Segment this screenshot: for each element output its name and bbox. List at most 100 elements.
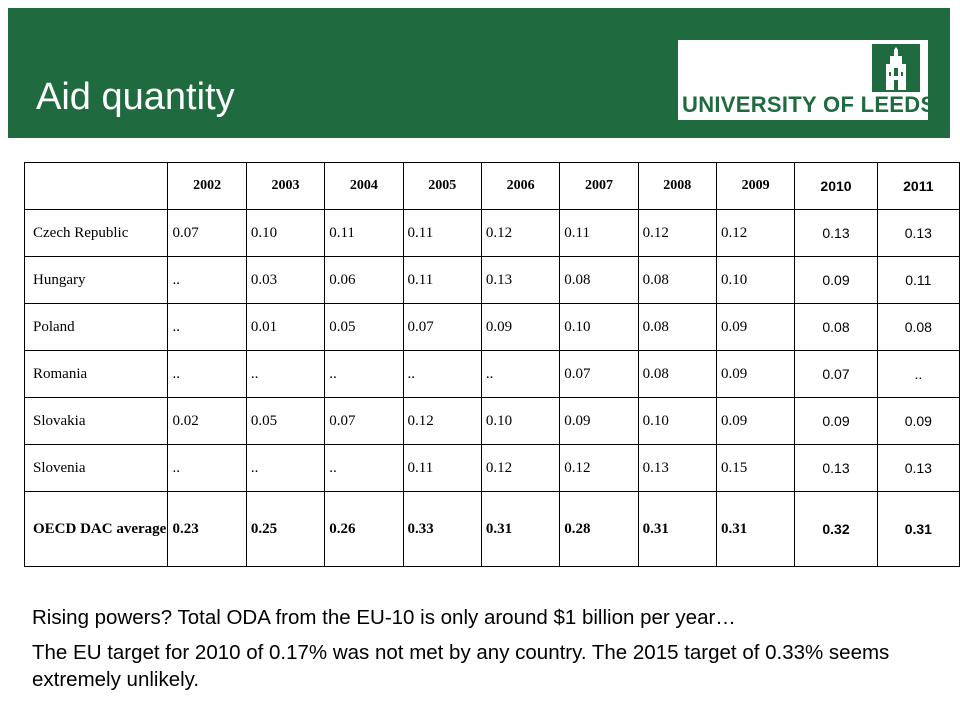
table-row: Poland.. 0.01 0.05 0.07 0.09 0.10 0.08 0.09 0.08…: [23, 303, 960, 351]
value-cell: 0.08: [637, 256, 717, 304]
value-cell: 0.09: [794, 397, 878, 445]
slide-title: Aid quantity: [36, 76, 235, 118]
value-cell: 0.09: [715, 303, 796, 351]
value-cell: 0.13: [637, 444, 717, 492]
value-cell: 0.08: [559, 256, 639, 304]
value-cell: 0.05: [324, 303, 404, 351]
value-cell: 0.05: [245, 397, 326, 445]
value-cell: 0.07: [324, 397, 404, 445]
value-cell: 0.09: [480, 303, 561, 351]
value-cell: 0.31: [637, 491, 717, 567]
value-cell: ..: [167, 350, 247, 398]
value-cell: 0.13: [794, 444, 878, 492]
table-row: Czech Republic 0.07 0.10 0.11 0.11 0.12 0.11 0.…: [23, 209, 960, 257]
value-cell: 0.28: [559, 491, 639, 567]
value-cell: ..: [324, 350, 404, 398]
country-cell: Romania: [23, 350, 169, 398]
country-cell: Slovakia: [23, 397, 169, 445]
value-cell: ..: [245, 350, 326, 398]
value-cell: ..: [480, 350, 561, 398]
leeds-crest-icon: [872, 44, 920, 92]
value-cell: ..: [167, 256, 247, 304]
year-header: 2009: [715, 162, 796, 210]
value-cell: 0.08: [637, 303, 717, 351]
value-cell: 0.31: [715, 491, 796, 567]
year-header: 2010: [794, 162, 878, 210]
value-cell: 0.07: [402, 303, 482, 351]
year-header: 2003: [245, 162, 326, 210]
value-cell: ..: [245, 444, 326, 492]
value-cell: ..: [402, 350, 482, 398]
value-cell: 0.12: [559, 444, 639, 492]
value-cell: 0.12: [480, 209, 561, 257]
value-cell: ..: [167, 444, 247, 492]
value-cell: 0.23: [167, 491, 247, 567]
country-cell: Czech Republic: [23, 209, 169, 257]
value-cell: 0.11: [402, 256, 482, 304]
country-cell: OECD DAC average: [23, 491, 169, 567]
note-line-1: Rising powers? Total ODA from the EU-10 …: [32, 606, 736, 629]
year-header: 2011: [876, 162, 960, 210]
year-header: 2006: [480, 162, 561, 210]
header-row: 2002 2003 2004 2005 2006 2007 2008 2009 2010 2011: [23, 162, 960, 210]
value-cell: 0.12: [637, 209, 717, 257]
logo-text: UNIVERSITY OF LEEDS: [682, 92, 936, 117]
corner-cell: [23, 162, 169, 210]
value-cell: 0.06: [324, 256, 404, 304]
value-cell: 0.07: [559, 350, 639, 398]
year-header: 2005: [402, 162, 482, 210]
value-cell: 0.13: [876, 444, 960, 492]
country-cell: Slovenia: [23, 444, 169, 492]
value-cell: 0.12: [480, 444, 561, 492]
value-cell: 0.08: [637, 350, 717, 398]
value-cell: ..: [876, 350, 960, 398]
value-cell: 0.08: [876, 303, 960, 351]
table-row: Slovenia...... 0.11 0.12 0.12 0.13 0.15 0.13 0.…: [23, 444, 960, 492]
table-row: Slovakia 0.02 0.05 0.07 0.12 0.10 0.09 0.10 0.09…: [23, 397, 960, 445]
value-cell: 0.31: [876, 491, 960, 567]
value-cell: 0.13: [480, 256, 561, 304]
value-cell: 0.09: [794, 256, 878, 304]
country-cell: Poland: [23, 303, 169, 351]
table-row: Romania.......... 0.07 0.08 0.09 0.07..: [23, 350, 960, 398]
value-cell: 0.15: [715, 444, 796, 492]
value-cell: 0.07: [167, 209, 247, 257]
value-cell: 0.26: [324, 491, 404, 567]
value-cell: 0.01: [245, 303, 326, 351]
value-cell: 0.12: [715, 209, 796, 257]
value-cell: 0.25: [245, 491, 326, 567]
value-cell: ..: [167, 303, 247, 351]
value-cell: 0.11: [876, 256, 960, 304]
slide-notes: Rising powers? Total ODA from the EU-10 …: [32, 604, 954, 701]
value-cell: 0.11: [324, 209, 404, 257]
value-cell: 0.11: [402, 209, 482, 257]
year-header: 2004: [324, 162, 404, 210]
value-cell: 0.09: [876, 397, 960, 445]
value-cell: 0.11: [402, 444, 482, 492]
value-cell: 0.10: [245, 209, 326, 257]
value-cell: 0.08: [794, 303, 878, 351]
value-cell: 0.07: [794, 350, 878, 398]
year-header: 2008: [637, 162, 717, 210]
value-cell: 0.09: [715, 397, 796, 445]
value-cell: 0.02: [167, 397, 247, 445]
value-cell: 0.33: [402, 491, 482, 567]
value-cell: 0.10: [715, 256, 796, 304]
value-cell: 0.09: [715, 350, 796, 398]
value-cell: 0.10: [480, 397, 561, 445]
value-cell: 0.32: [794, 491, 878, 567]
table-row: Hungary.. 0.03 0.06 0.11 0.13 0.08 0.08 0.10 0.0…: [23, 256, 960, 304]
country-cell: Hungary: [23, 256, 169, 304]
value-cell: 0.12: [402, 397, 482, 445]
university-logo: UNIVERSITY OF LEEDS: [678, 40, 935, 120]
value-cell: 0.10: [559, 303, 639, 351]
value-cell: 0.31: [480, 491, 561, 567]
year-header: 2007: [559, 162, 639, 210]
value-cell: 0.03: [245, 256, 326, 304]
value-cell: ..: [324, 444, 404, 492]
value-cell: 0.09: [559, 397, 639, 445]
value-cell: 0.13: [876, 209, 960, 257]
value-cell: 0.13: [794, 209, 878, 257]
aid-quantity-table: 2002 2003 2004 2005 2006 2007 2008 2009 2010 2011…: [23, 162, 960, 567]
year-header: 2002: [167, 162, 247, 210]
